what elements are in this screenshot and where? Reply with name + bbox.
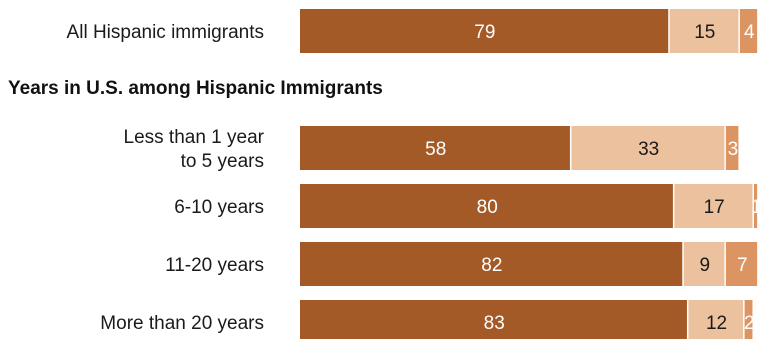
row-labels: All Hispanic immigrants Less than 1 year t…	[67, 22, 265, 334]
bar-value-label-all-hispanic-immigrants-s1: 79	[474, 22, 495, 43]
bar-segment-11-20-years-s2	[683, 242, 725, 286]
row-label-6-10-years: 6-10 years	[174, 197, 264, 218]
section-heading: Years in U.S. among Hispanic Immigrants	[8, 78, 383, 99]
bar-value-label-all-hispanic-immigrants-s3: 4	[744, 22, 755, 43]
bar-segment-more-than-20-years-s3	[744, 300, 753, 339]
bar-segment-less-than-1-year-to-5-years-s3	[725, 126, 739, 170]
bar-segment-less-than-1-year-to-5-years-s1	[300, 126, 570, 170]
bar-value-label-less-than-1-year-to-5-years-s3: 3	[728, 139, 739, 160]
bar-value-label-more-than-20-years-s3: 2	[744, 313, 755, 334]
bar-segment-all-hispanic-immigrants-s1	[300, 9, 669, 53]
row-label-11-20-years: 11-20 years	[165, 255, 264, 276]
bar-segment-less-than-1-year-to-5-years-s2	[571, 126, 725, 170]
bar-segment-more-than-20-years-s2	[688, 300, 744, 339]
bar-segment-6-10-years-s3	[753, 184, 758, 228]
bar-segment-all-hispanic-immigrants-s2	[669, 9, 739, 53]
row-label-more-than-20-years: More than 20 years	[100, 313, 264, 334]
bar-value-label-less-than-1-year-to-5-years-s1: 58	[425, 139, 446, 160]
bar-value-label-more-than-20-years-s2: 12	[706, 313, 727, 334]
bar-segment-6-10-years-s1	[300, 184, 673, 228]
bar-value-label-11-20-years-s1: 82	[481, 255, 502, 276]
bar-value-label-less-than-1-year-to-5-years-s2: 33	[638, 139, 659, 160]
bar-value-label-more-than-20-years-s1: 83	[484, 313, 505, 334]
bar-value-label-11-20-years-s3: 7	[737, 255, 748, 276]
bar-value-label-11-20-years-s2: 9	[700, 255, 711, 276]
bar-segment-6-10-years-s2	[674, 184, 753, 228]
row-label-less-than-1-year-to-5-years-line-1: Less than 1 year	[124, 127, 265, 148]
bar-segment-more-than-20-years-s1	[300, 300, 687, 339]
bar-segment-11-20-years-s3	[725, 242, 758, 286]
bars: 79 15 458 33 380 17 182 9 783 12 2	[300, 9, 762, 339]
bar-value-label-all-hispanic-immigrants-s2: 15	[694, 22, 715, 43]
bar-value-label-6-10-years-s2: 17	[704, 197, 725, 218]
bar-segment-all-hispanic-immigrants-s3	[739, 9, 758, 53]
bar-value-label-6-10-years-s1: 80	[477, 197, 498, 218]
row-label-all-hispanic-immigrants: All Hispanic immigrants	[67, 22, 264, 43]
row-label-less-than-1-year-to-5-years-line-2: to 5 years	[181, 151, 264, 172]
bar-value-label-6-10-years-s3: 1	[751, 197, 762, 218]
bar-segment-11-20-years-s1	[300, 242, 683, 286]
